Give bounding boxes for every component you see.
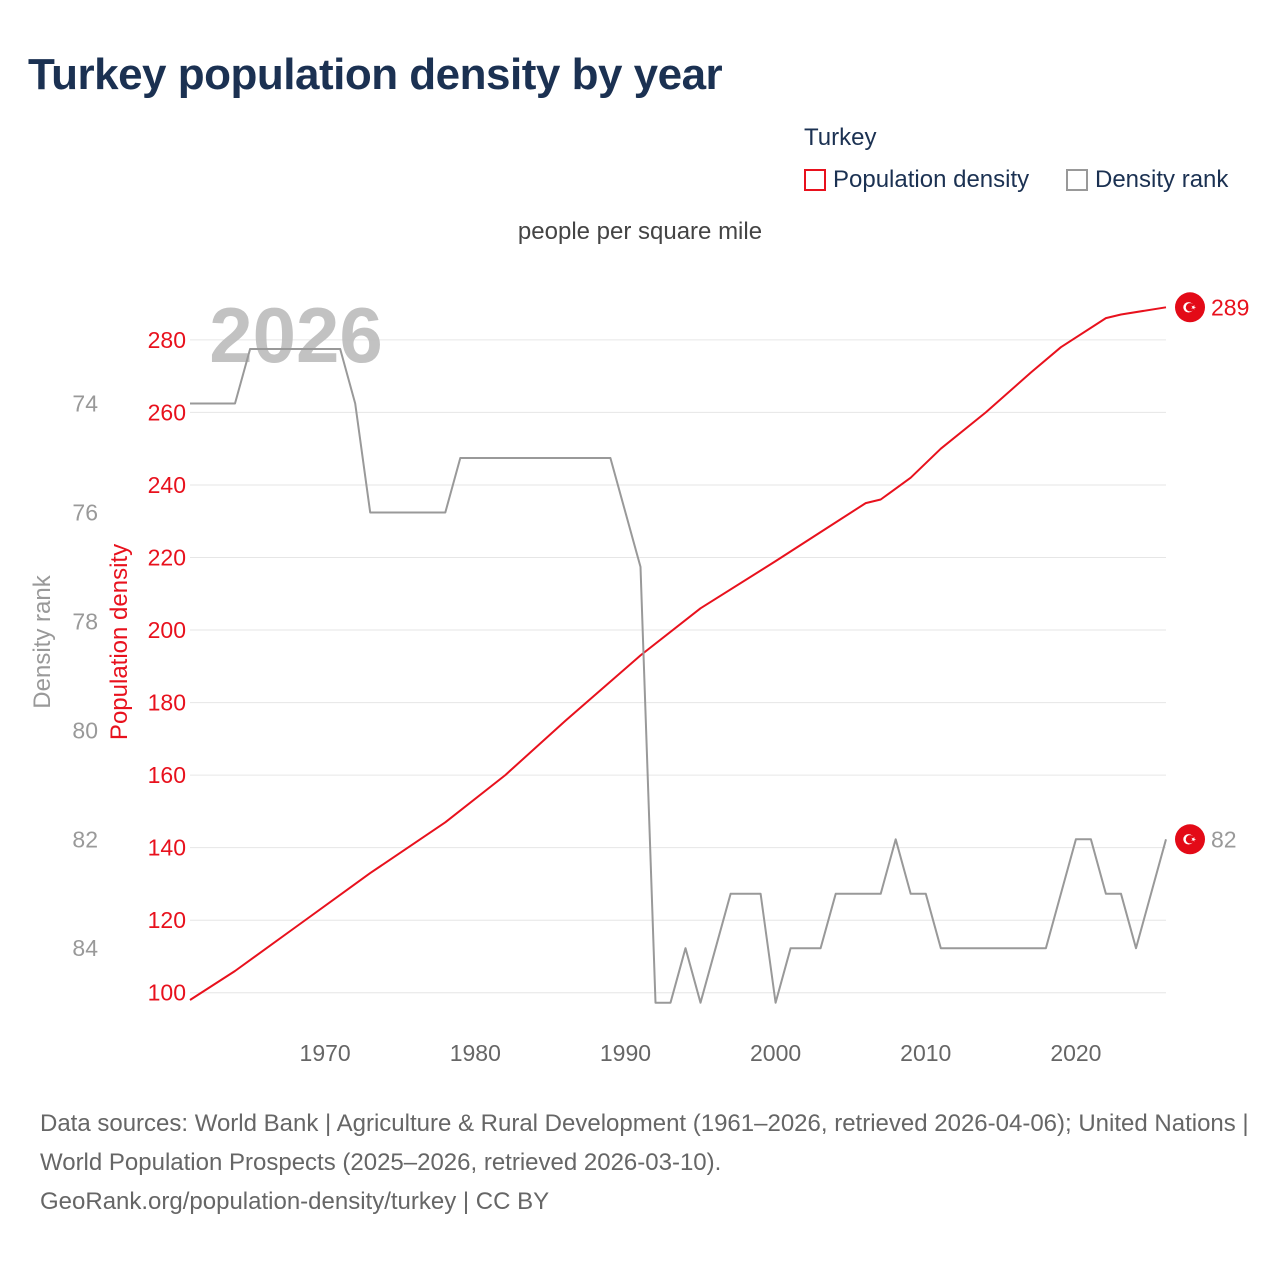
y-tick-label-density: 200 xyxy=(148,617,186,643)
legend-swatch-population-density xyxy=(804,169,826,191)
y-tick-label-density: 140 xyxy=(148,835,186,861)
source-link[interactable]: GeoRank.org/population-density/turkey | … xyxy=(40,1188,550,1215)
y-tick-label-rank: 78 xyxy=(72,608,98,634)
flag-icon-star xyxy=(1191,836,1197,842)
series-line-population-density xyxy=(189,306,1167,1001)
watermark-year: 2026 xyxy=(209,291,383,379)
y-tick-label-density: 260 xyxy=(148,399,186,425)
flag-icon-crescent-inner xyxy=(1185,835,1195,844)
series-line-density-rank xyxy=(190,348,1167,1004)
y-axis-title-density: Population density xyxy=(106,544,133,740)
y-tick-label-density: 240 xyxy=(148,472,186,498)
flag-icon xyxy=(1175,292,1205,323)
x-tick-label: 2020 xyxy=(1050,1040,1101,1066)
chart-title: Turkey population density by year xyxy=(28,50,723,99)
source-text: Data sources: World Bank | Agriculture &… xyxy=(40,1110,1249,1176)
legend-item-population-density[interactable]: Population density xyxy=(804,166,1029,194)
flag-icon-crescent-inner xyxy=(1185,303,1195,312)
x-tick-label: 1980 xyxy=(450,1040,501,1066)
flag-icon xyxy=(1175,824,1205,855)
y-tick-label-density: 220 xyxy=(148,545,186,571)
legend-country: Turkey xyxy=(804,124,877,151)
x-tick-label: 2000 xyxy=(750,1040,801,1066)
flag-icon-star xyxy=(1191,304,1197,310)
x-tick-label: 1990 xyxy=(600,1040,651,1066)
y-axis-title-rank: Density rank xyxy=(29,574,56,708)
y-tick-label-rank: 76 xyxy=(72,499,98,525)
source-note: Data sources: World Bank | Agriculture &… xyxy=(40,1104,1250,1221)
y-tick-label-density: 160 xyxy=(148,762,186,788)
end-label-population-density: 289 xyxy=(1211,294,1249,320)
legend-item-density-rank[interactable]: Density rank xyxy=(1066,166,1228,194)
y-tick-label-rank: 74 xyxy=(72,391,98,417)
legend-label-population-density: Population density xyxy=(833,166,1030,193)
x-tick-label: 1970 xyxy=(300,1040,351,1066)
y-tick-label-density: 120 xyxy=(148,907,186,933)
y-tick-label-density: 180 xyxy=(148,690,186,716)
y-tick-label-rank: 84 xyxy=(72,935,98,961)
y-tick-label-rank: 82 xyxy=(72,826,98,852)
y-tick-label-rank: 80 xyxy=(72,717,98,743)
end-label-density-rank: 82 xyxy=(1211,826,1237,852)
legend-swatch-density-rank xyxy=(1066,169,1088,191)
unit-label: people per square mile xyxy=(517,218,763,245)
x-tick-label: 2010 xyxy=(900,1040,951,1066)
y-tick-label-density: 100 xyxy=(148,980,186,1006)
legend-label-density-rank: Density rank xyxy=(1095,166,1229,193)
y-tick-label-density: 280 xyxy=(148,327,186,353)
